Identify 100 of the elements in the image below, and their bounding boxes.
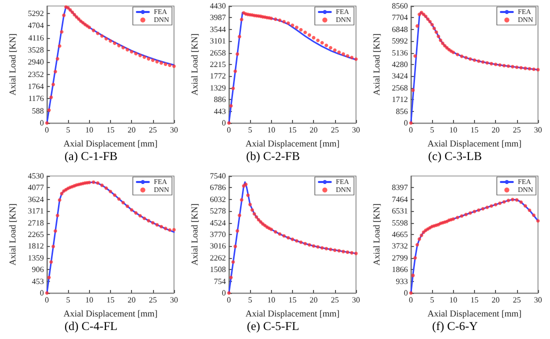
y-tick-label: 2352 [28,70,44,79]
x-axis-title: Axial Displacement [mm] [427,308,522,318]
point [234,69,238,73]
y-tick-label: 3770 [210,230,226,238]
y-axis-title: Axial Load [KN] [372,34,382,96]
point [160,61,164,65]
point [416,24,420,28]
y-tick-label: 8560 [392,2,408,10]
point [452,216,456,220]
x-tick-label: 15 [288,126,296,134]
x-tick-label: 10 [85,295,94,304]
x-tick-label: 30 [170,295,178,304]
point [231,86,235,90]
point [476,59,480,63]
point [498,63,502,67]
point [502,64,506,68]
point [342,52,346,56]
y-tick-label: 588 [32,106,44,116]
point [350,56,354,60]
point [60,30,64,34]
point [70,10,74,14]
y-tick-label: 6786 [210,182,226,192]
point [342,249,346,253]
point [112,192,116,196]
point [252,212,256,216]
point [494,202,498,206]
y-tick-label: 0 [40,288,44,297]
point [58,198,62,202]
point [411,88,415,92]
y-tick-label: 886 [214,95,226,104]
x-tick-label: 5 [430,126,434,134]
y-tick-label: 5992 [392,36,408,46]
point [434,30,438,34]
y-tick-label: 6531 [392,206,408,216]
point [278,232,282,236]
point [452,50,456,54]
point [515,65,519,69]
x-tick-label: 5 [248,295,252,304]
y-tick-label: 2568 [392,83,408,92]
point [236,228,240,232]
y-tick-label: 2265 [28,230,44,238]
y-axis-title: Axial Load [KN] [8,34,18,96]
point [413,256,417,260]
point [112,42,116,46]
point [231,260,235,264]
x-tick-label: 15 [470,295,478,304]
y-tick-label: 1866 [392,264,408,274]
y-tick-label: 1329 [210,83,226,92]
point [117,44,121,48]
point [60,191,64,195]
point [134,52,138,56]
x-tick-label: 20 [128,295,136,304]
x-tick-label: 25 [148,126,157,134]
y-tick-label: 3528 [28,45,44,54]
point [506,64,510,68]
y-tick-label: 2940 [28,58,44,67]
point [104,186,108,190]
x-tick-label: 25 [330,126,339,134]
point [134,210,138,214]
text: (a) C-1-FB [64,149,118,163]
point [515,198,519,202]
y-tick-label: 2718 [28,218,44,227]
point [333,248,337,252]
point [172,64,176,68]
y-tick-label: 443 [214,106,226,116]
point [254,214,258,218]
point [142,216,146,220]
point [282,20,286,24]
point [248,202,252,206]
point [481,60,485,64]
y-tick-label: 4077 [28,182,44,192]
point [312,36,316,40]
point [524,204,528,208]
point [294,238,298,242]
y-axis-title: Axial Load [KN] [372,203,382,265]
point [299,28,303,32]
point [428,20,432,24]
x-tick-label: 25 [512,126,521,134]
point [532,213,536,216]
point [52,244,56,248]
point [104,36,108,40]
point [286,21,290,25]
x-tick-label: 10 [449,295,458,304]
point [312,244,316,248]
y-axis-title: Axial Load [KN] [190,203,200,265]
point [490,204,494,208]
x-tick-label: 10 [267,126,276,134]
point [155,60,159,64]
point [440,42,444,46]
point [316,38,320,42]
point [238,34,242,38]
point [146,57,150,61]
point [151,220,155,224]
point [337,248,341,252]
point [278,18,282,22]
point [164,226,168,230]
point [464,56,468,60]
point [229,104,233,108]
point [485,61,489,65]
y-tick-label: 3171 [28,206,44,216]
